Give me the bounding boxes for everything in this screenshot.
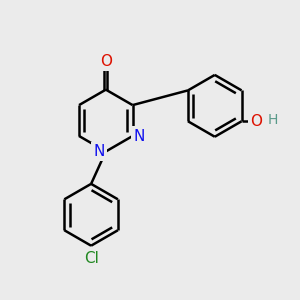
Text: O: O: [250, 114, 262, 129]
Text: H: H: [268, 113, 278, 127]
Text: N: N: [94, 144, 105, 159]
Text: Cl: Cl: [84, 251, 98, 266]
Text: N: N: [134, 128, 145, 143]
Text: O: O: [100, 54, 112, 69]
